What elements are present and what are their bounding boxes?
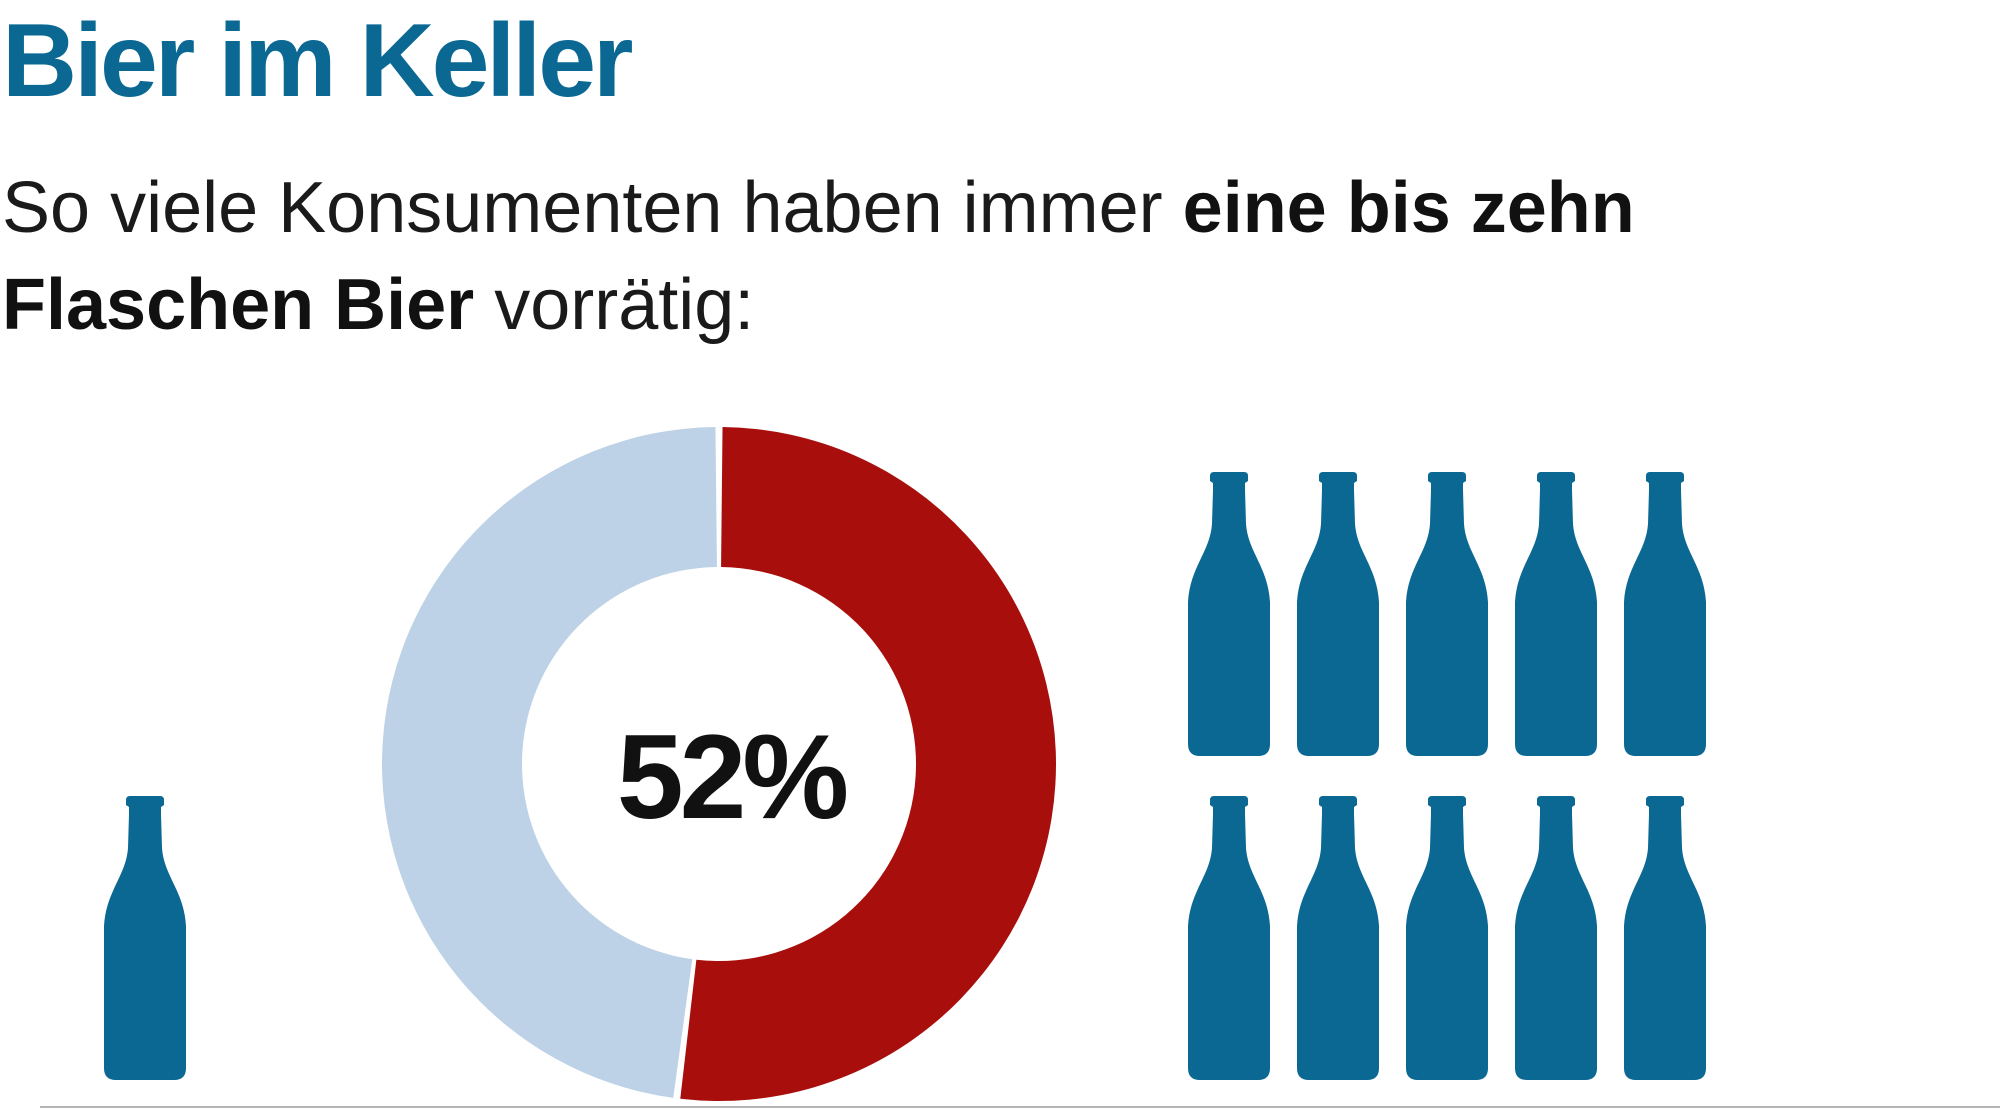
subtitle-text-end: vorrätig:: [474, 265, 755, 345]
beer-bottle-icon: [1188, 796, 1270, 1080]
beer-bottle-icon: [1624, 472, 1706, 756]
donut-slice-2: [381, 427, 717, 1098]
subtitle-bold-text: eine bis zehn Flaschen Bier: [2, 168, 1635, 345]
donut-slices: [381, 427, 1057, 1101]
donut-slice-1: [680, 427, 1057, 1101]
beer-bottle-icon: [1297, 796, 1379, 1080]
beer-bottle-icon: [1406, 796, 1488, 1080]
beer-bottle-icon: [1515, 472, 1597, 756]
beer-bottle-icon: [1624, 796, 1706, 1080]
beer-bottle-icon: [1406, 472, 1488, 756]
bottom-divider: [40, 1106, 2000, 1108]
beer-bottle-icon: [1297, 472, 1379, 756]
subtitle-text-start: So viele Konsumenten haben immer: [2, 168, 1183, 248]
beer-bottle-icon: [1515, 796, 1597, 1080]
bottle-pictogram: [104, 472, 1706, 1080]
chart-subtitle: So viele Konsumenten haben immer eine bi…: [2, 160, 1702, 354]
beer-bottle-icon: [104, 796, 186, 1080]
beer-bottle-icon: [1188, 472, 1270, 756]
donut-center-label: 52%: [617, 710, 846, 844]
chart-title: Bier im Keller: [2, 3, 634, 119]
